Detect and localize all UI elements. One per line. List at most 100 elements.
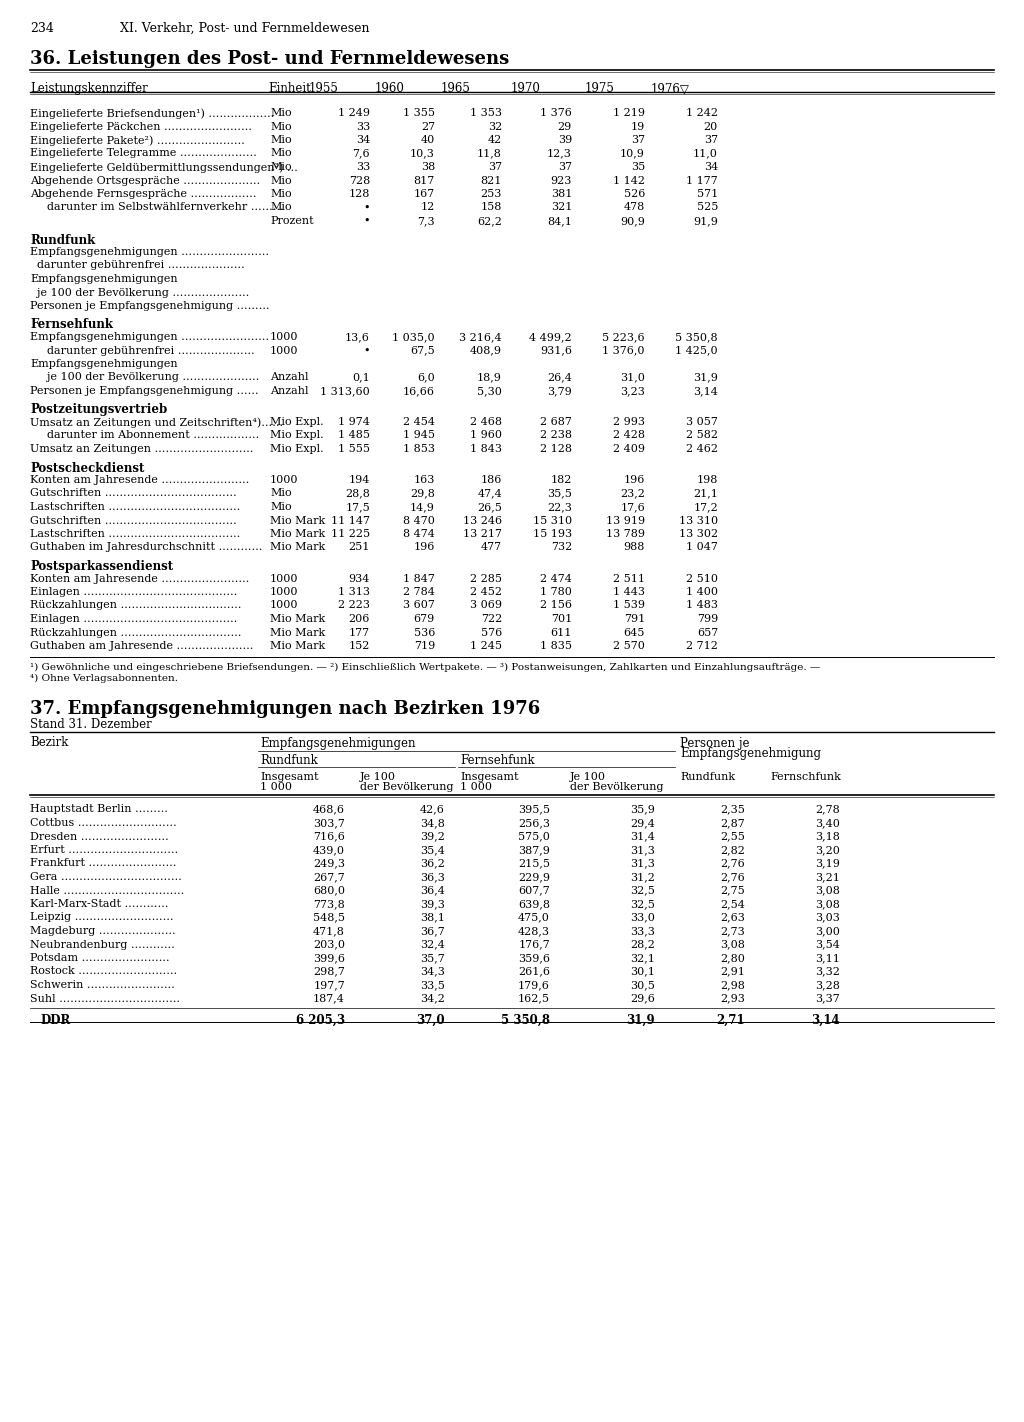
Text: 387,9: 387,9: [518, 845, 550, 855]
Text: 167: 167: [414, 189, 435, 199]
Text: 3,23: 3,23: [621, 385, 645, 395]
Text: 10,3: 10,3: [411, 148, 435, 158]
Text: 639,8: 639,8: [518, 899, 550, 909]
Text: 28,8: 28,8: [345, 489, 370, 499]
Text: 321: 321: [551, 202, 572, 212]
Text: Rostock ………………………: Rostock ………………………: [30, 967, 177, 977]
Text: 29,6: 29,6: [630, 994, 655, 1004]
Text: Fernsehfunk: Fernsehfunk: [460, 755, 535, 768]
Text: Personen je Empfangsgenehmigung ………: Personen je Empfangsgenehmigung ………: [30, 301, 269, 311]
Text: Mio Mark: Mio Mark: [270, 516, 326, 526]
Text: Rückzahlungen ……………………………: Rückzahlungen ……………………………: [30, 600, 242, 610]
Text: 525: 525: [696, 202, 718, 212]
Text: 39,3: 39,3: [420, 899, 445, 909]
Text: DDR: DDR: [40, 1014, 71, 1027]
Text: 13,6: 13,6: [345, 331, 370, 343]
Text: 11 225: 11 225: [331, 529, 370, 539]
Text: 2 156: 2 156: [540, 600, 572, 610]
Text: Insgesamt: Insgesamt: [460, 772, 518, 782]
Text: 719: 719: [414, 641, 435, 651]
Text: Guthaben im Jahresdurchschnitt …………: Guthaben im Jahresdurchschnitt …………: [30, 543, 262, 553]
Text: 32,5: 32,5: [630, 886, 655, 896]
Text: 536: 536: [414, 627, 435, 637]
Text: 15 310: 15 310: [532, 516, 572, 526]
Text: 31,3: 31,3: [630, 859, 655, 869]
Text: 39: 39: [558, 135, 572, 145]
Text: 576: 576: [480, 627, 502, 637]
Text: Mio Expl.: Mio Expl.: [270, 431, 324, 441]
Text: 13 310: 13 310: [679, 516, 718, 526]
Text: 1 142: 1 142: [613, 175, 645, 185]
Text: 2,87: 2,87: [720, 818, 745, 828]
Text: 36,2: 36,2: [420, 859, 445, 869]
Text: 2 409: 2 409: [613, 444, 645, 454]
Text: 26,5: 26,5: [477, 502, 502, 512]
Text: Postscheckdienst: Postscheckdienst: [30, 462, 144, 475]
Text: 1 249: 1 249: [338, 108, 370, 118]
Text: 30,5: 30,5: [630, 980, 655, 990]
Text: 2 428: 2 428: [613, 431, 645, 441]
Text: 3,11: 3,11: [815, 953, 840, 963]
Text: Leistungskennziffer: Leistungskennziffer: [30, 82, 147, 95]
Text: Empfangsgenehmigungen: Empfangsgenehmigungen: [260, 737, 416, 749]
Text: 3,40: 3,40: [815, 818, 840, 828]
Text: 29,4: 29,4: [630, 818, 655, 828]
Text: 2 712: 2 712: [686, 641, 718, 651]
Text: Postsparkassendienst: Postsparkassendienst: [30, 560, 173, 573]
Text: 1 313,60: 1 313,60: [321, 385, 370, 395]
Text: Personen je Empfangsgenehmigung ……: Personen je Empfangsgenehmigung ……: [30, 385, 259, 395]
Text: 251: 251: [348, 543, 370, 553]
Text: 1 555: 1 555: [338, 444, 370, 454]
Text: 1000: 1000: [270, 346, 299, 356]
Text: 261,6: 261,6: [518, 967, 550, 977]
Text: Karl-Marx-Stadt …………: Karl-Marx-Stadt …………: [30, 899, 169, 909]
Text: 2,82: 2,82: [720, 845, 745, 855]
Text: 3,14: 3,14: [693, 385, 718, 395]
Text: Mio: Mio: [270, 202, 292, 212]
Text: Mio: Mio: [270, 162, 292, 172]
Text: 84,1: 84,1: [547, 216, 572, 226]
Text: 26,4: 26,4: [547, 373, 572, 383]
Text: Mio Mark: Mio Mark: [270, 641, 326, 651]
Text: 680,0: 680,0: [313, 886, 345, 896]
Text: Cottbus ………………………: Cottbus ………………………: [30, 818, 177, 828]
Text: 3 069: 3 069: [470, 600, 502, 610]
Text: 1970: 1970: [510, 82, 540, 95]
Text: Gutschriften ………………………………: Gutschriften ………………………………: [30, 516, 237, 526]
Text: 179,6: 179,6: [518, 980, 550, 990]
Text: 249,3: 249,3: [313, 859, 345, 869]
Text: 35: 35: [631, 162, 645, 172]
Text: ¹) Gewöhnliche und eingeschriebene Briefsendungen. — ²) Einschließlich Wertpaket: ¹) Gewöhnliche und eingeschriebene Brief…: [30, 663, 820, 671]
Text: 16,66: 16,66: [403, 385, 435, 395]
Text: 18,9: 18,9: [477, 373, 502, 383]
Text: 1 353: 1 353: [470, 108, 502, 118]
Text: 821: 821: [480, 175, 502, 185]
Text: 34: 34: [703, 162, 718, 172]
Text: 3,08: 3,08: [815, 899, 840, 909]
Text: 3,79: 3,79: [547, 385, 572, 395]
Text: Einheit: Einheit: [268, 82, 310, 95]
Text: 1000: 1000: [270, 600, 299, 610]
Text: 4 499,2: 4 499,2: [529, 331, 572, 343]
Text: Mio: Mio: [270, 489, 292, 499]
Text: 1 847: 1 847: [403, 573, 435, 583]
Text: 2,73: 2,73: [720, 926, 745, 936]
Text: 1 000: 1 000: [260, 782, 292, 792]
Text: Abgehende Ortsgespräche …………………: Abgehende Ortsgespräche …………………: [30, 175, 260, 185]
Text: 439,0: 439,0: [313, 845, 345, 855]
Text: 3,32: 3,32: [815, 967, 840, 977]
Text: ⁴) Ohne Verlagsabonnenten.: ⁴) Ohne Verlagsabonnenten.: [30, 674, 178, 683]
Text: Eingelieferte Telegramme …………………: Eingelieferte Telegramme …………………: [30, 148, 257, 158]
Text: 399,6: 399,6: [313, 953, 345, 963]
Text: 17,5: 17,5: [345, 502, 370, 512]
Text: 32,4: 32,4: [420, 940, 445, 950]
Text: Empfangsgenehmigungen ……………………: Empfangsgenehmigungen ……………………: [30, 247, 269, 257]
Text: Konten am Jahresende ……………………: Konten am Jahresende ……………………: [30, 573, 250, 583]
Text: 2,76: 2,76: [720, 859, 745, 869]
Text: Bezirk: Bezirk: [30, 737, 69, 749]
Text: 91,9: 91,9: [693, 216, 718, 226]
Text: 3 607: 3 607: [403, 600, 435, 610]
Text: 3,37: 3,37: [815, 994, 840, 1004]
Text: 1955: 1955: [308, 82, 338, 95]
Text: 2 452: 2 452: [470, 587, 502, 597]
